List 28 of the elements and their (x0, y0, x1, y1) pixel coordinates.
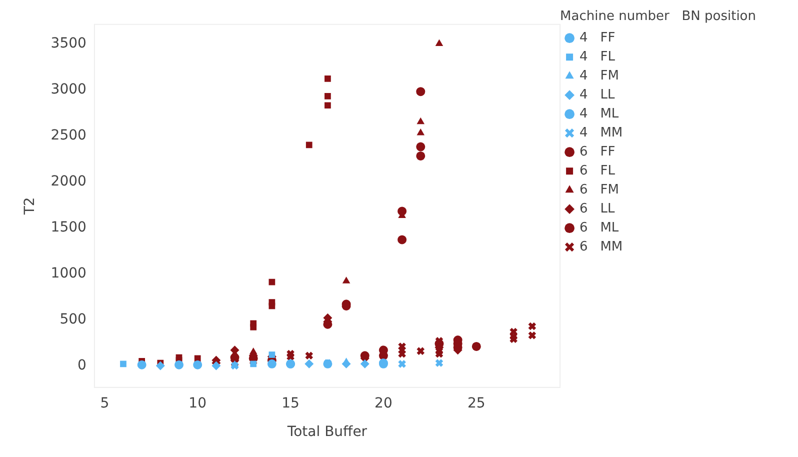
y-tick-label: 2500 (50, 127, 86, 144)
legend-label: 4 FL (580, 49, 616, 64)
legend-label: 6 ML (580, 220, 620, 236)
legend-label: 6 FM (580, 182, 619, 198)
legend-title: Machine number BN position (560, 8, 756, 24)
x-tick-label: 20 (374, 395, 392, 412)
x-axis-title: Total Buffer (286, 424, 368, 440)
y-tick-label: 3500 (50, 35, 86, 52)
x-tick-label: 15 (282, 395, 300, 412)
legend-label: 4 FM (580, 68, 619, 84)
y-axis-title: T2 (22, 197, 38, 216)
legend-label: 6 FF (580, 144, 616, 160)
y-tick-label: 500 (60, 311, 86, 328)
legend-label: 4 LL (580, 87, 616, 102)
x-tick-label: 10 (188, 395, 207, 412)
legend-label: 4 FF (580, 30, 616, 46)
legend-label: 6 FL (580, 163, 616, 178)
y-tick-label: 1000 (50, 265, 86, 282)
legend-label: 4 MM (580, 125, 623, 140)
y-tick-label: 1500 (50, 219, 86, 236)
y-tick-label: 2000 (50, 173, 86, 190)
y-tick-label: 0 (78, 357, 86, 374)
legend-label: 6 LL (580, 201, 616, 216)
x-tick-label: 25 (467, 395, 486, 412)
y-tick-label: 3000 (50, 81, 86, 98)
x-tick-label: 5 (100, 395, 110, 412)
legend-label: 4 ML (580, 106, 620, 122)
legend-label: 6 MM (580, 239, 623, 254)
